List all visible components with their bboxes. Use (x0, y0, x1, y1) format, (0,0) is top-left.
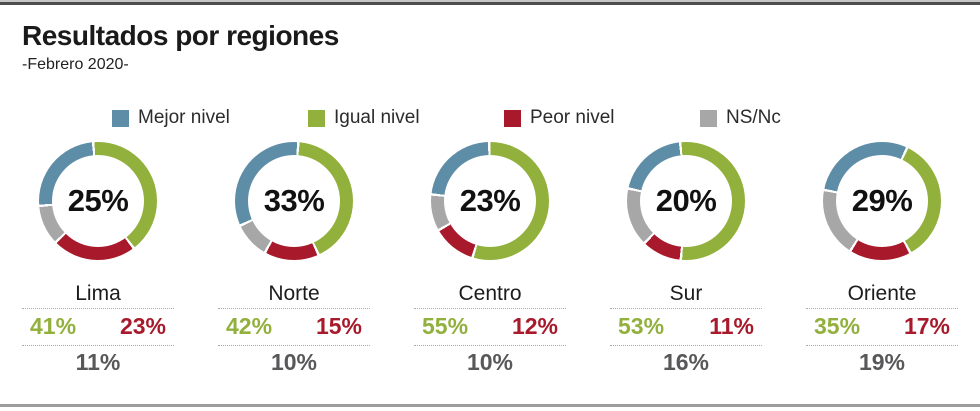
donut-center-value: 25% (67, 183, 129, 218)
region-name: Norte (268, 282, 320, 305)
peor-nivel-value: 15% (315, 313, 362, 340)
header: Resultados por regiones -Febrero 2020- (22, 20, 339, 74)
legend-item: Mejor nivel (112, 107, 308, 129)
nsnc-value: 10% (466, 349, 514, 376)
legend-swatch-icon (504, 109, 521, 127)
region-percent-row: 53% 11% (610, 308, 762, 347)
donut-hole: 29% (836, 155, 928, 247)
donut-chart: 20% (627, 142, 745, 260)
donut-chart: 33% (235, 142, 353, 260)
donut-chart: 23% (431, 142, 549, 260)
nsnc-value: 11% (75, 349, 121, 376)
legend: Mejor nivel Igual nivel Peor nivel NS/Nc (112, 107, 896, 129)
region-percent-row: 35% 17% (806, 308, 958, 347)
region-column: 23% Centro 55% 12% 10% (392, 142, 588, 376)
region-column: 20% Sur 53% 11% 16% (588, 142, 784, 376)
peor-nivel-value: 23% (119, 313, 166, 340)
donut-center-value: 33% (263, 183, 325, 218)
donut-chart: 25% (39, 142, 157, 260)
legend-swatch-icon (700, 109, 717, 127)
region-percent-row: 55% 12% (414, 308, 566, 347)
igual-nivel-value: 41% (30, 313, 77, 340)
donut-chart: 29% (823, 142, 941, 260)
region-column: 25% Lima 41% 23% 11% (0, 142, 196, 376)
page-subtitle: -Febrero 2020- (22, 56, 129, 73)
bottom-divider (0, 404, 980, 407)
peor-nivel-value: 11% (709, 313, 754, 340)
region-name: Sur (669, 282, 703, 305)
legend-item: Igual nivel (308, 107, 504, 129)
regions-row: 25% Lima 41% 23% 11% 33% Norte 42% 15% 1… (0, 142, 980, 376)
igual-nivel-value: 55% (422, 313, 469, 340)
legend-swatch-icon (308, 109, 325, 127)
donut-center-value: 23% (459, 183, 521, 218)
igual-nivel-value: 35% (814, 313, 861, 340)
legend-label: NS/Nc (726, 107, 781, 128)
region-column: 29% Oriente 35% 17% 19% (784, 142, 980, 376)
peor-nivel-value: 17% (903, 313, 950, 340)
nsnc-value: 19% (858, 349, 906, 376)
legend-item: NS/Nc (700, 107, 896, 129)
region-name: Oriente (847, 282, 917, 305)
donut-center-value: 29% (851, 183, 913, 218)
igual-nivel-value: 42% (226, 313, 273, 340)
legend-label: Peor nivel (530, 107, 615, 128)
nsnc-value: 16% (662, 349, 710, 376)
legend-label: Igual nivel (334, 107, 420, 128)
donut-hole: 33% (248, 155, 340, 247)
donut-center-value: 20% (655, 183, 717, 218)
nsnc-value: 10% (270, 349, 318, 376)
donut-hole: 20% (640, 155, 732, 247)
igual-nivel-value: 53% (618, 313, 665, 340)
region-percent-row: 42% 15% (218, 308, 370, 347)
legend-item: Peor nivel (504, 107, 700, 129)
donut-hole: 23% (444, 155, 536, 247)
legend-label: Mejor nivel (138, 107, 230, 128)
region-name: Centro (458, 282, 522, 305)
top-divider (0, 0, 980, 5)
peor-nivel-value: 12% (511, 313, 558, 340)
donut-hole: 25% (52, 155, 144, 247)
page-title: Resultados por regiones (22, 20, 339, 51)
region-name: Lima (75, 282, 121, 305)
region-percent-row: 41% 23% (22, 308, 174, 347)
legend-swatch-icon (112, 109, 129, 127)
region-column: 33% Norte 42% 15% 10% (196, 142, 392, 376)
